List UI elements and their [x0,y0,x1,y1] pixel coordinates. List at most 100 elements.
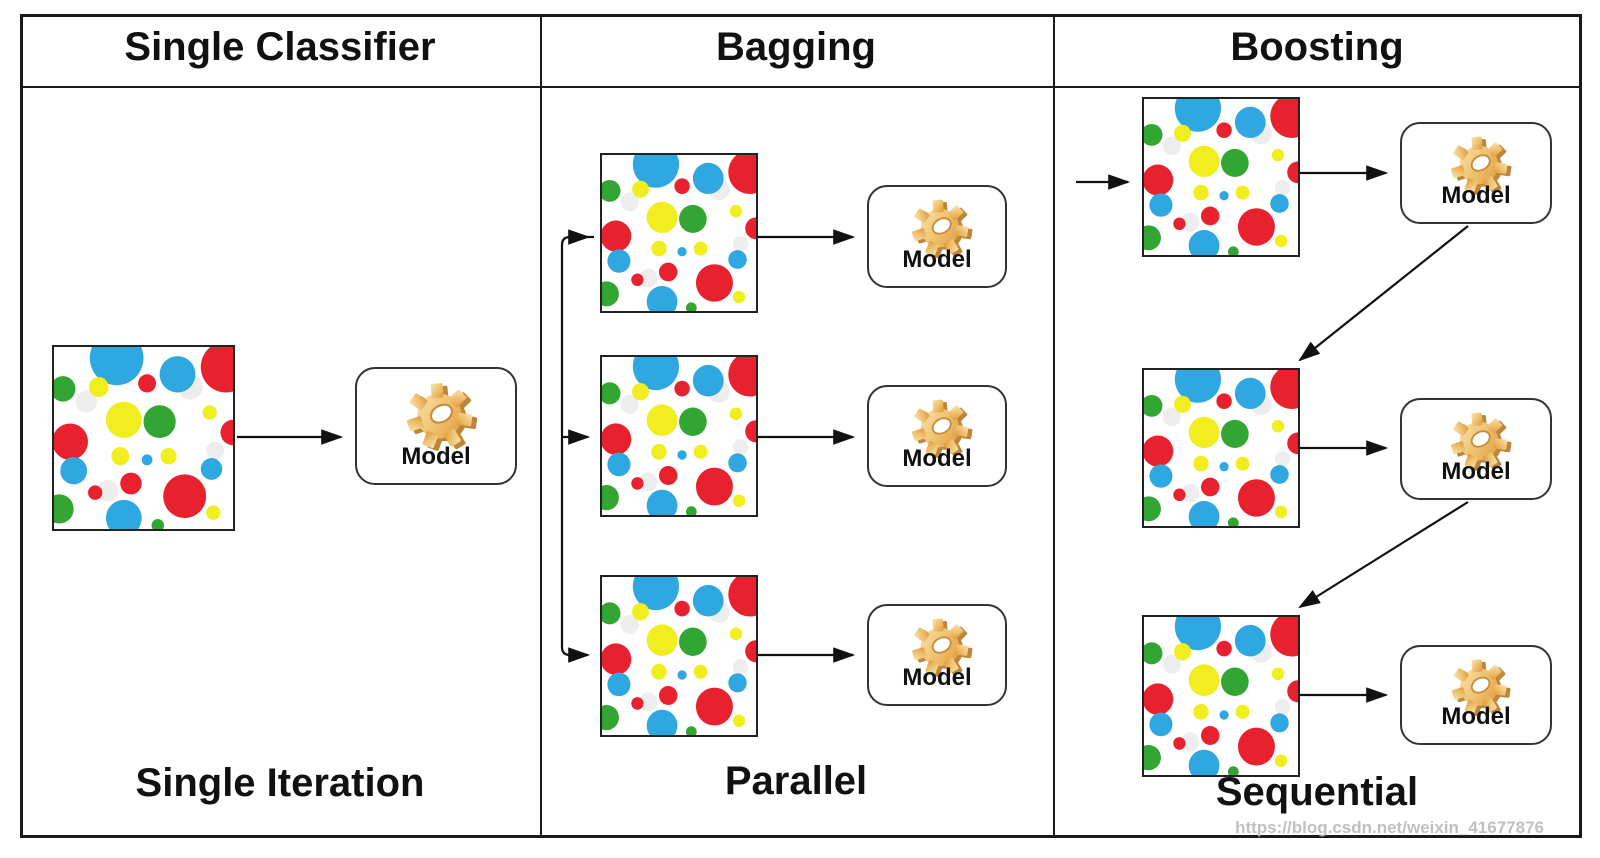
dataset-sample-image [600,575,758,737]
dot-yellow [646,624,678,656]
dot-blue [60,457,88,485]
dot-blue [1149,464,1173,488]
table-outer-border [20,14,1582,838]
dot-yellow [646,201,678,233]
dot-blue [1270,194,1289,213]
dot-yellow [732,714,746,728]
model-label: Model [902,664,972,691]
dataset-sample-image [1142,615,1300,777]
dot-red [745,640,756,663]
dot-red [658,466,678,485]
dot-red [674,178,690,194]
dot-ghost [1274,451,1291,467]
header-row-divider [20,86,1582,88]
dot-yellow [729,407,743,421]
dot-red [1270,617,1298,657]
dot-red [200,347,233,393]
dot-ghost [638,692,658,712]
dataset-sample-image [1142,97,1300,257]
model-node: Model [1400,645,1552,745]
dot-blue [1188,501,1220,526]
dot-red [1216,640,1232,657]
dot-ghost [732,236,749,252]
dot-red [695,264,733,302]
watermark-url: https://blog.csdn.net/weixin_41677876 [1235,818,1544,837]
dot-blue [1219,710,1229,720]
dot-yellow [1188,416,1220,448]
dot-yellow [646,404,678,436]
dot-blue [646,489,678,515]
dot-red [728,357,756,397]
dot-red [1270,99,1298,138]
dot-blue [728,250,747,269]
dot-yellow [1274,754,1288,768]
dot-yellow [632,180,649,198]
dot-ghost [1274,180,1291,196]
dot-blue [1149,193,1173,217]
dot-green [54,494,74,524]
dot-green [1144,642,1163,665]
dot-ghost [1274,699,1291,715]
dot-green [679,204,707,233]
dot-yellow [1271,667,1285,681]
dot-yellow [1274,234,1288,248]
dot-green [1144,394,1163,417]
dot-green [1227,246,1239,255]
dataset-sample-image [600,355,758,517]
dot-red [138,374,157,393]
dot-blue [1174,99,1221,132]
dot-yellow [1274,505,1288,519]
dot-ghost [1162,654,1181,674]
dot-yellow [732,290,746,304]
dot-green [151,518,165,529]
dot-ghost [620,394,639,414]
dot-ghost [1180,212,1200,232]
dot-red [1144,435,1174,467]
dot-green [1144,496,1161,522]
dot-blue [728,453,747,473]
dot-blue [1174,370,1221,403]
dot-yellow [160,448,177,465]
dataset-sample-image [52,345,235,531]
model-node: Model [1400,398,1552,500]
dot-green [602,382,621,405]
dot-yellow [1235,704,1250,719]
dot-red [695,467,733,506]
dot-red [1200,206,1220,226]
dot-yellow [111,447,130,466]
column-header-bagging: Bagging [716,25,876,69]
dot-red [658,262,678,282]
dot-blue [677,670,687,680]
dot-green [1144,123,1163,146]
dot-blue [632,357,679,391]
column-divider-2 [1053,14,1055,838]
dot-blue [200,458,223,480]
dot-red [745,420,756,443]
dot-red [54,423,89,460]
dot-yellow [693,241,708,256]
dot-blue [692,364,724,397]
dot-yellow [1174,124,1191,142]
dot-yellow [729,627,743,641]
dot-red [1270,370,1298,409]
dot-yellow [693,444,708,459]
caption-sequential: Sequential [1215,770,1419,814]
dot-yellow [1193,184,1209,201]
dot-blue [1219,462,1229,472]
caption-single-iteration: Single Iteration [135,761,425,805]
dot-red [1173,488,1186,502]
column-divider-1 [540,14,542,838]
dot-red [1287,432,1298,455]
dot-ghost [732,659,749,675]
dot-yellow [1193,455,1209,472]
model-node: Model [867,185,1007,288]
dot-blue [105,499,142,529]
dot-green [685,302,697,311]
dot-green [602,602,621,625]
dot-red [1173,737,1186,750]
dot-blue [1219,191,1229,201]
dot-green [602,704,619,731]
dot-red [658,686,678,705]
dot-blue [728,673,747,693]
dot-blue [632,577,679,611]
